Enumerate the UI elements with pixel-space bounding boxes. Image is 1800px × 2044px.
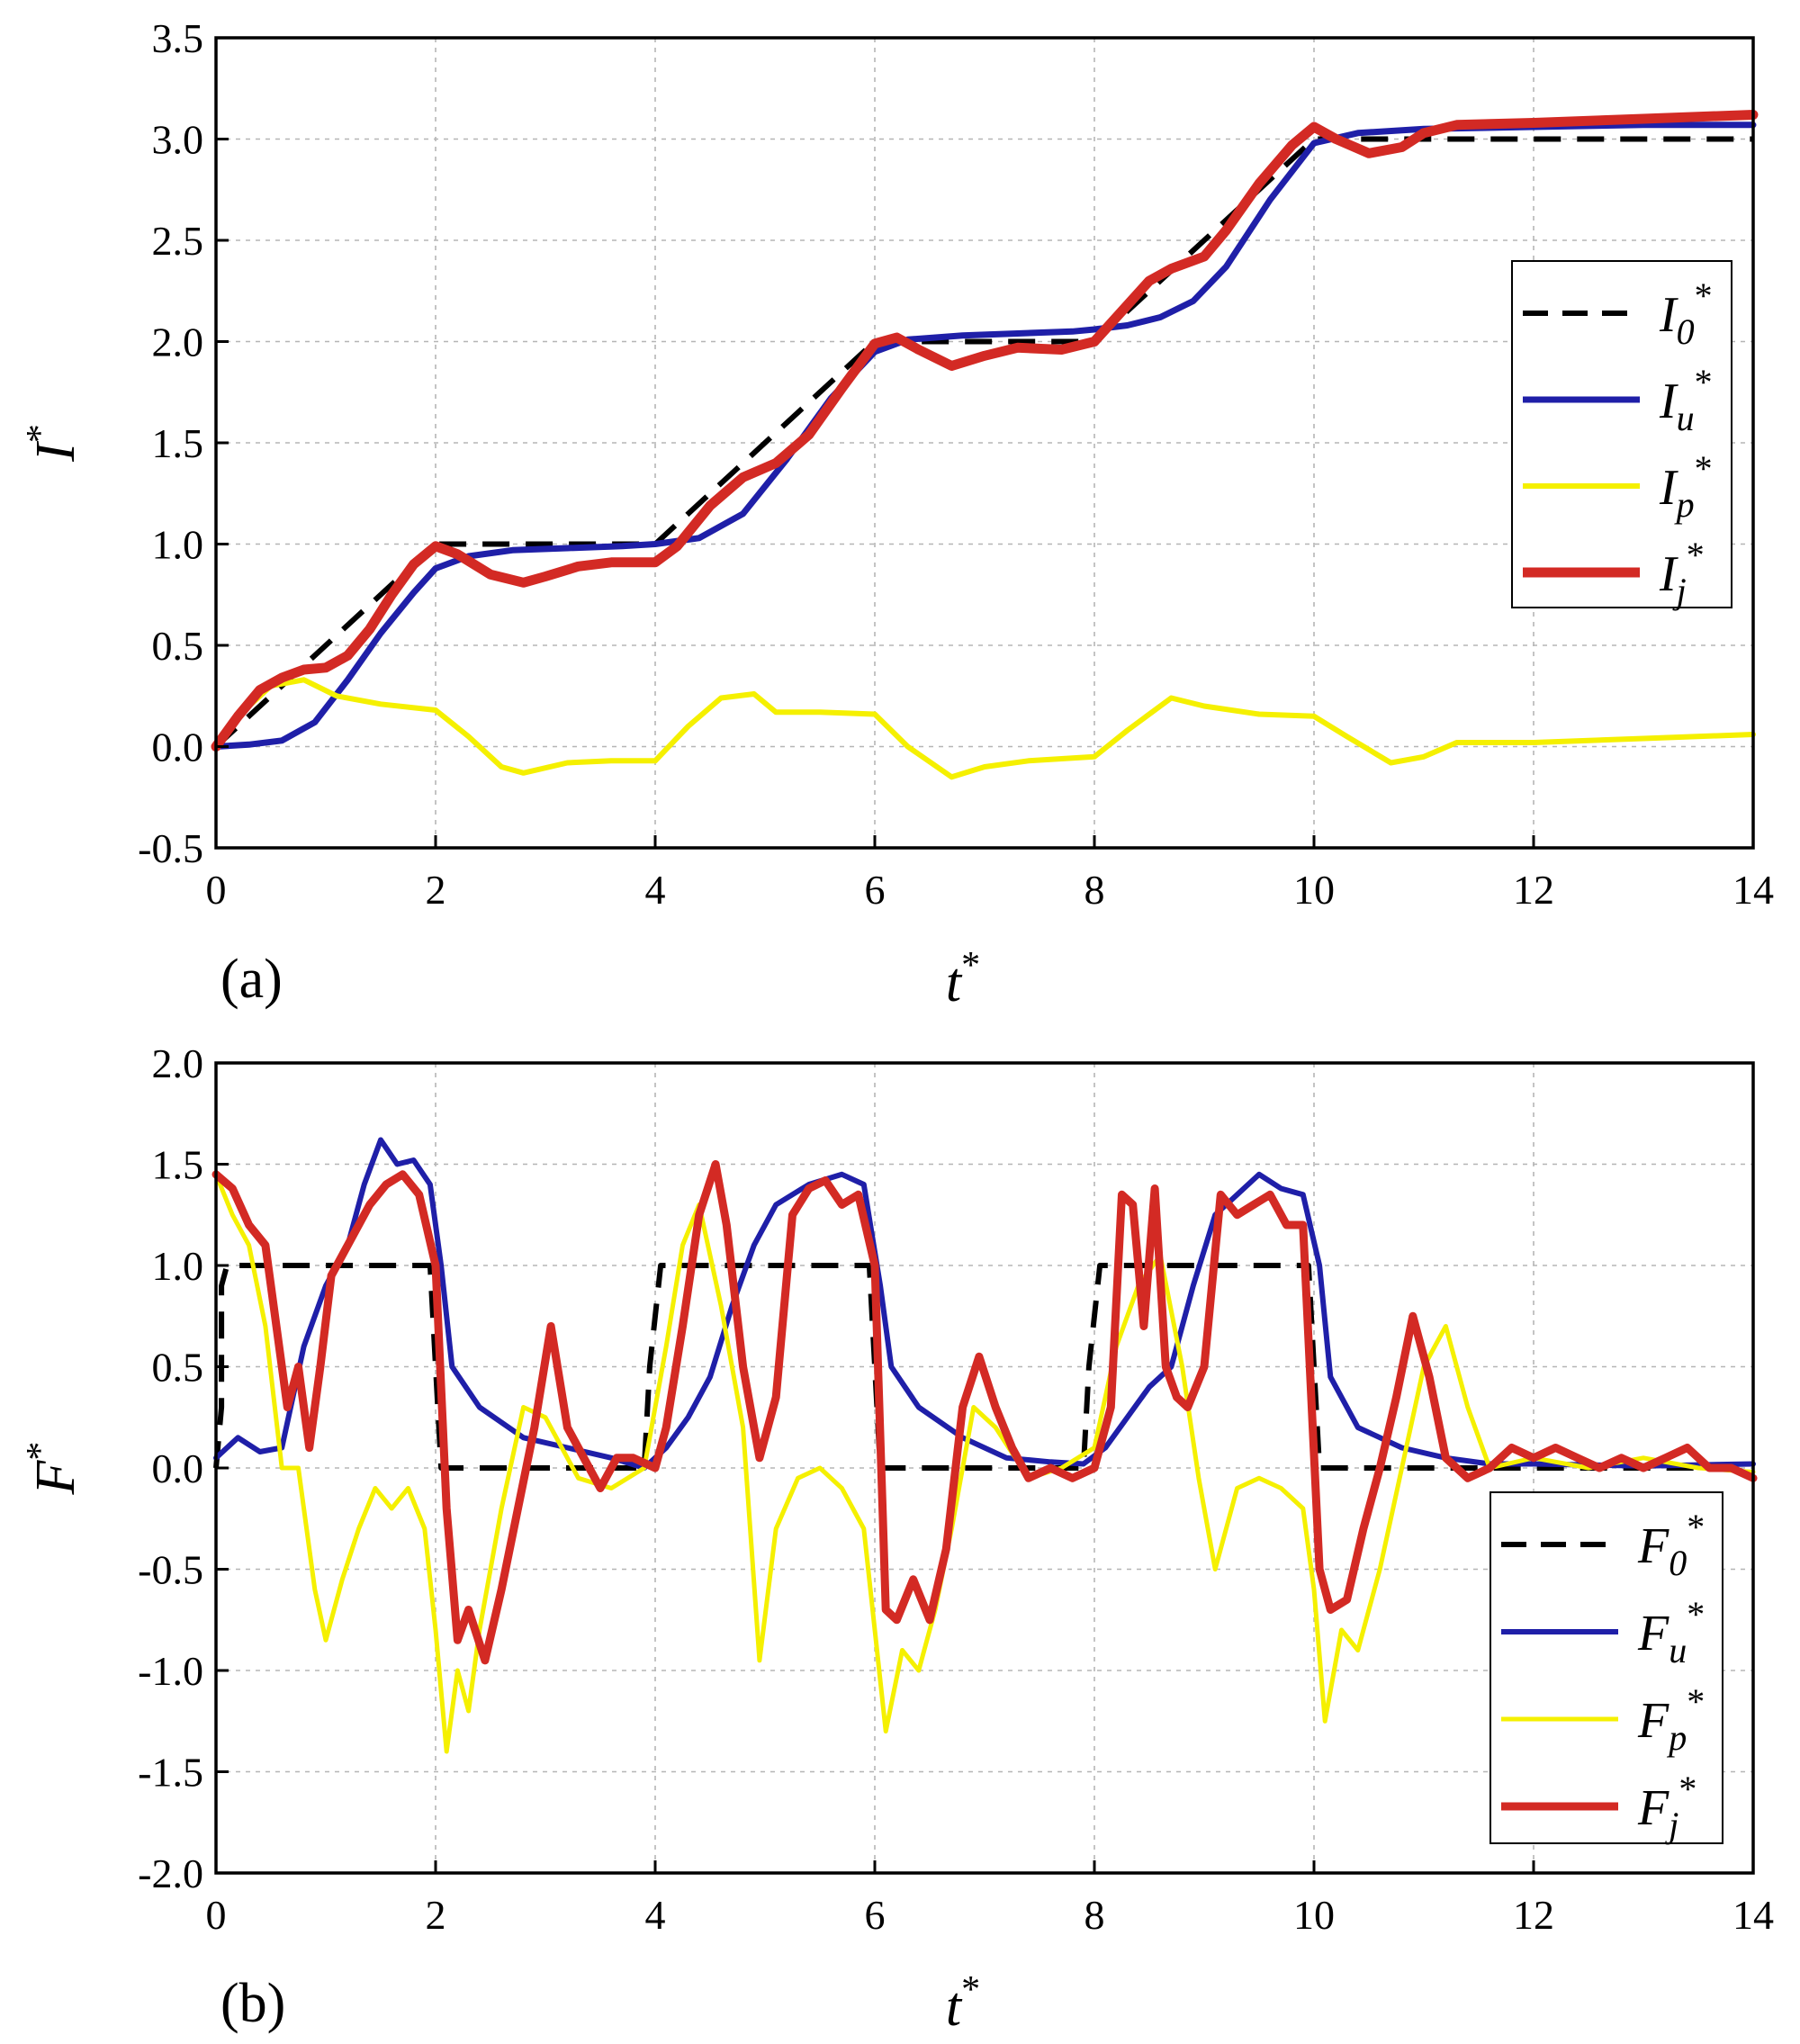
legend-label: F0* xyxy=(1637,1507,1705,1583)
panel-a-ylabel: I* xyxy=(20,424,86,463)
x-tick-label: 12 xyxy=(1513,867,1554,913)
y-tick-label: 2.0 xyxy=(152,1040,204,1086)
x-tick-label: 10 xyxy=(1293,867,1335,913)
y-tick-label: 1.0 xyxy=(152,1243,204,1289)
legend-label: Fp* xyxy=(1637,1681,1705,1758)
panel-b-legend-box xyxy=(1490,1491,1724,1844)
legend-label: Fu* xyxy=(1637,1594,1705,1670)
panel-b-legend: F0* Fu* Fp* Fj* xyxy=(1490,1491,1724,1845)
y-tick-label: 2.0 xyxy=(152,320,204,365)
panel-a-series xyxy=(211,110,1759,780)
y-tick-label: 1.5 xyxy=(152,420,204,466)
y-tick-label: -0.5 xyxy=(138,825,203,871)
x-tick-label: 14 xyxy=(1732,867,1774,913)
panel-a-ticks: 0 2 4 6 8 10 12 14 -0.5 0.0 0.5 1.0 1.5 2.0 2.5 3.0 3.5 xyxy=(138,15,1774,913)
legend-label: Fj* xyxy=(1637,1769,1696,1845)
panel-b: 0 2 4 6 8 10 12 14 -2.0 -1.5 -1.0 -0.5 0.0 0.5 1.0 1.5 2… xyxy=(20,1040,1774,2038)
series-line-i-j xyxy=(211,110,1759,752)
panel-a-legend-box xyxy=(1511,260,1732,608)
y-tick-label: 1.0 xyxy=(152,522,204,568)
x-tick-label: 4 xyxy=(645,867,666,913)
legend-label: I0* xyxy=(1659,275,1713,352)
y-tick-label: -1.5 xyxy=(138,1750,203,1796)
x-tick-label: 0 xyxy=(206,1892,227,1938)
y-tick-label: 2.5 xyxy=(152,218,204,264)
panel-b-ylabel: F* xyxy=(20,1442,86,1496)
x-tick-label: 12 xyxy=(1513,1892,1554,1938)
x-tick-label: 14 xyxy=(1732,1892,1774,1938)
panel-a-legend: I0* Iu* Ip* Ij* xyxy=(1511,260,1732,611)
series-line-f-j xyxy=(212,1160,1758,1665)
x-tick-label: 10 xyxy=(1293,1892,1335,1938)
x-tick-label: 2 xyxy=(426,867,446,913)
x-tick-label: 6 xyxy=(865,867,886,913)
y-tick-label: 0.0 xyxy=(152,1445,204,1491)
series-line-i-p xyxy=(213,677,1756,780)
legend-label: Iu* xyxy=(1659,362,1713,438)
y-tick-label: -1.0 xyxy=(138,1648,203,1694)
y-tick-label: 3.0 xyxy=(152,117,204,163)
x-tick-label: 8 xyxy=(1084,867,1105,913)
x-tick-label: 8 xyxy=(1084,1892,1105,1938)
series-line-f-p xyxy=(213,1172,1756,1754)
x-tick-label: 6 xyxy=(865,1892,886,1938)
panel-a-label: (a) xyxy=(220,949,283,1010)
series-line-f-u xyxy=(213,1137,1756,1471)
x-tick-label: 4 xyxy=(645,1892,666,1938)
x-tick-label: 2 xyxy=(426,1892,446,1938)
y-tick-label: -2.0 xyxy=(138,1850,203,1896)
panel-b-series xyxy=(212,1137,1758,1754)
panel-b-ticks: 0 2 4 6 8 10 12 14 -2.0 -1.5 -1.0 -0.5 0.0 0.5 1.0 1.5 2… xyxy=(138,1040,1774,1938)
legend-label: Ij* xyxy=(1659,535,1705,611)
panel-a-xlabel: t* xyxy=(946,945,980,1013)
panel-b-label: (b) xyxy=(220,1973,285,2034)
panel-b-xlabel: t* xyxy=(946,1969,980,2038)
y-tick-label: 1.5 xyxy=(152,1142,204,1188)
y-tick-label: -0.5 xyxy=(138,1547,203,1593)
y-tick-label: 0.5 xyxy=(152,1345,204,1391)
panel-a: 0 2 4 6 8 10 12 14-0.50.00.51.01.52.02.53.03.5 … xyxy=(20,15,1774,1013)
x-tick-label: 0 xyxy=(206,867,227,913)
y-tick-label: 3.5 xyxy=(152,15,204,61)
y-tick-label: 0.0 xyxy=(152,725,204,770)
legend-label: Ip* xyxy=(1659,448,1713,525)
y-tick-label: 0.5 xyxy=(152,623,204,669)
